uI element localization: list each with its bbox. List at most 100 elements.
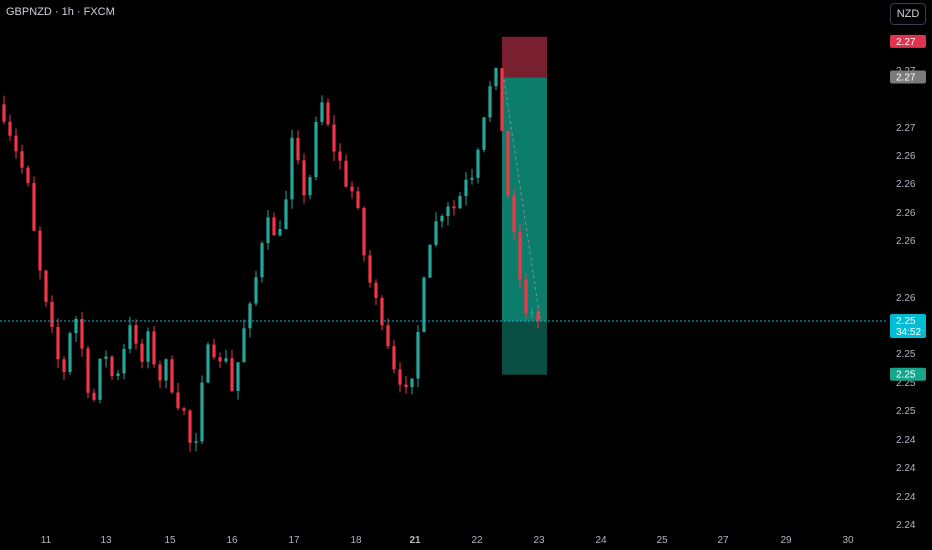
candle	[476, 147, 480, 184]
candle-body	[32, 183, 36, 231]
candle	[188, 409, 192, 452]
candle-body	[404, 384, 408, 388]
candle-body	[506, 130, 510, 196]
candle	[284, 190, 288, 230]
candle-body	[350, 186, 354, 192]
candle-body	[308, 177, 312, 196]
candle-body	[206, 344, 210, 383]
candle-body	[488, 86, 492, 118]
candle-body	[500, 68, 504, 131]
candle	[482, 116, 486, 153]
candle	[182, 406, 186, 415]
candle	[224, 349, 228, 364]
candle-body	[428, 244, 432, 278]
candle-body	[446, 206, 450, 217]
candle-body	[68, 333, 72, 372]
candle	[230, 349, 234, 393]
candle-body	[320, 102, 324, 122]
currency-button[interactable]: NZD	[890, 3, 926, 25]
badge-price-label: 2.25	[896, 316, 916, 327]
candle-body	[182, 408, 186, 411]
candle	[320, 95, 324, 126]
candle	[386, 318, 390, 349]
candle	[110, 355, 114, 380]
x-tick-label: 25	[656, 535, 668, 546]
candle	[392, 339, 396, 374]
candle	[410, 378, 414, 395]
candle-body	[116, 373, 120, 377]
position-zones	[502, 36, 547, 375]
stop-price-badge: 2.27	[890, 34, 926, 48]
candle	[452, 200, 456, 216]
candle	[242, 319, 246, 363]
candle	[416, 325, 420, 388]
candle	[218, 352, 222, 368]
time-axis: 11 13 15 16 17 18 21 22 23 24 25 27 29 30	[41, 535, 854, 546]
candle	[356, 186, 360, 210]
x-tick-label: 23	[533, 535, 545, 546]
x-tick-label: 11	[41, 535, 52, 546]
candle	[68, 331, 72, 375]
candle	[398, 362, 402, 393]
x-tick-label: 21	[409, 535, 421, 546]
candle	[80, 311, 84, 357]
candle	[86, 345, 90, 399]
candle-body	[380, 297, 384, 326]
candle	[530, 308, 534, 318]
candle	[92, 388, 96, 402]
candle-body	[266, 217, 270, 244]
candle	[524, 272, 528, 319]
candle	[194, 432, 198, 452]
candle	[332, 115, 336, 162]
candle	[200, 375, 204, 444]
candle	[56, 318, 60, 368]
y-tick-label: 2.25	[896, 378, 916, 389]
candle	[326, 98, 330, 127]
y-tick-label: 2.26	[896, 236, 916, 247]
take-profit-zone-remaining[interactable]	[502, 320, 547, 375]
candle-body	[254, 277, 258, 304]
candle-body	[218, 357, 222, 362]
candle-body	[194, 441, 198, 443]
candle-body	[2, 104, 6, 122]
badge-price-label: 2.27	[896, 72, 916, 83]
candle-body	[50, 301, 54, 327]
candle-body	[38, 230, 42, 271]
candle-body	[272, 217, 276, 236]
x-tick-label: 18	[350, 535, 362, 546]
stop-loss-zone[interactable]	[502, 36, 547, 78]
trade-path-line	[503, 79, 541, 320]
candle	[140, 338, 144, 369]
candle	[440, 214, 444, 228]
candle	[170, 355, 174, 394]
entry-price-badge: 2.27	[890, 70, 926, 84]
candle	[308, 174, 312, 200]
candle-body	[20, 151, 24, 168]
x-tick-label: 27	[717, 535, 729, 546]
candle-body	[314, 121, 318, 178]
candle	[302, 153, 306, 204]
candle-body	[122, 348, 126, 374]
candle-body	[386, 325, 390, 347]
candle	[98, 358, 102, 404]
x-tick-label: 24	[595, 535, 607, 546]
candle-body	[170, 359, 174, 393]
badge-background	[890, 367, 926, 381]
candle	[206, 342, 210, 384]
candle-body	[374, 282, 378, 298]
candle-body	[440, 216, 444, 222]
candle-body	[284, 199, 288, 230]
candle-body	[200, 382, 204, 442]
trade-path-dashed	[503, 79, 541, 320]
x-tick-label: 16	[226, 535, 238, 546]
candle	[500, 68, 504, 132]
candle-body	[362, 207, 366, 256]
candle	[314, 116, 318, 181]
candle	[8, 114, 12, 141]
candle-body	[482, 117, 486, 150]
candle	[104, 350, 108, 368]
candle-body	[104, 356, 108, 359]
candle-body	[422, 277, 426, 333]
candle-body	[212, 344, 216, 358]
